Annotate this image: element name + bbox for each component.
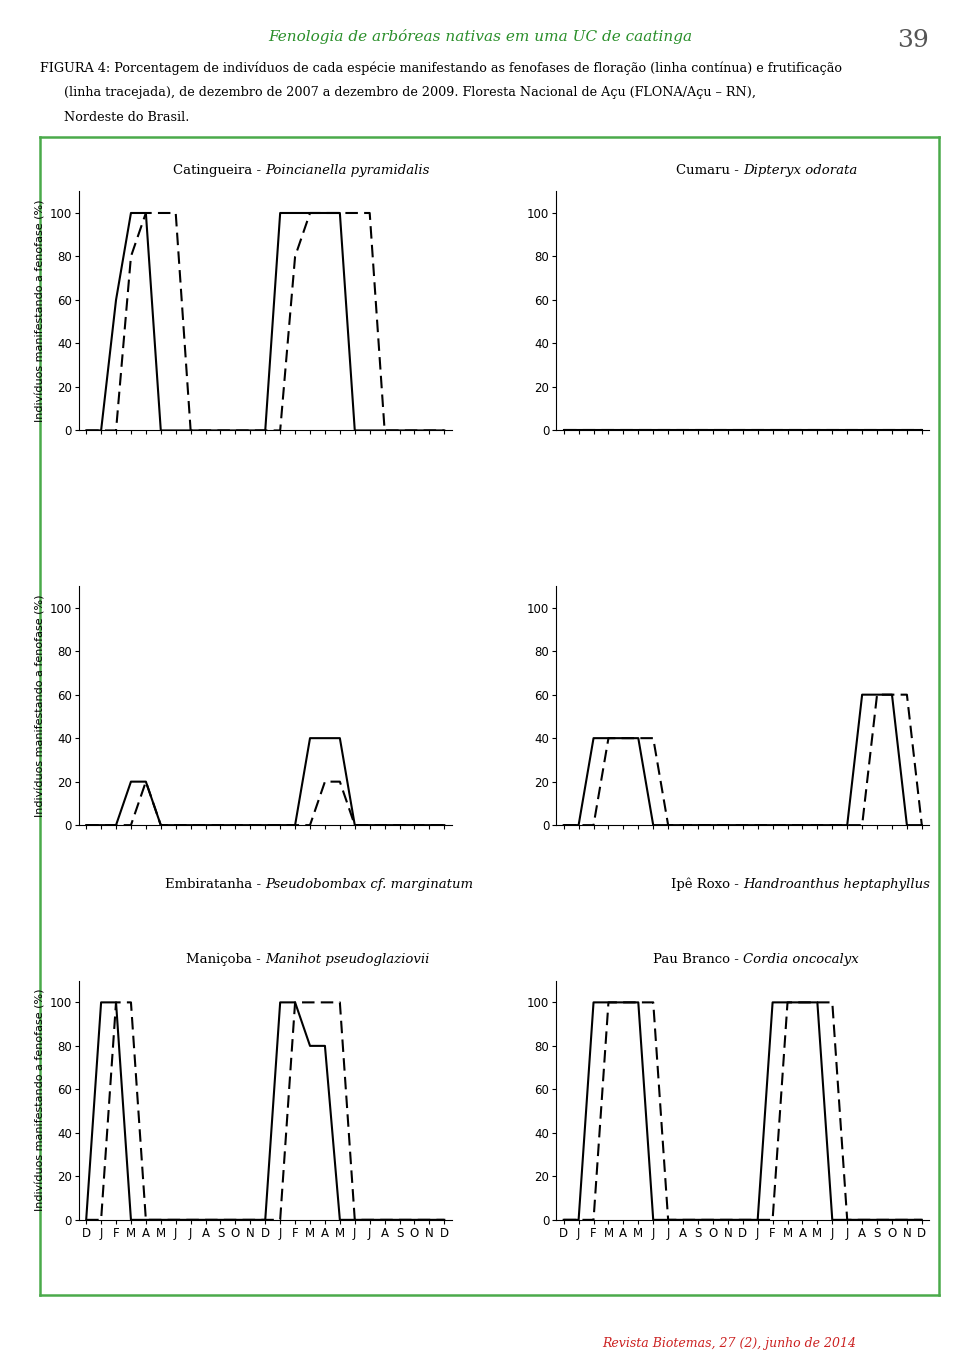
Text: Handroanthus heptaphyllus: Handroanthus heptaphyllus [743,878,929,891]
Text: Embiratanha -: Embiratanha - [165,878,265,891]
Y-axis label: Indivíduos manifestando a fenofase (%): Indivíduos manifestando a fenofase (%) [36,594,45,817]
Text: Pau Branco -: Pau Branco - [653,953,743,966]
Text: Nordeste do Brasil.: Nordeste do Brasil. [40,111,190,124]
Text: (linha tracejada), de dezembro de 2007 a dezembro de 2009. Floresta Nacional de : (linha tracejada), de dezembro de 2007 a… [40,86,756,100]
Y-axis label: Indivíduos manifestando a fenofase (%): Indivíduos manifestando a fenofase (%) [36,989,45,1212]
Text: Fenologia de arbóreas nativas em uma UC de caatinga: Fenologia de arbóreas nativas em uma UC … [268,29,692,44]
Text: Maniçoba -: Maniçoba - [186,953,265,966]
Text: FIGURA 4: Porcentagem de indivíduos de cada espécie manifestando as fenofases de: FIGURA 4: Porcentagem de indivíduos de c… [40,61,842,75]
Text: Dipteryx odorata: Dipteryx odorata [743,164,857,176]
Text: Pseudobombax cf. marginatum: Pseudobombax cf. marginatum [265,878,473,891]
Text: Catingueira -: Catingueira - [173,164,265,176]
Y-axis label: Indivíduos manifestando a fenofase (%): Indivíduos manifestando a fenofase (%) [36,199,45,422]
Text: Poincianella pyramidalis: Poincianella pyramidalis [265,164,430,176]
Text: Ipê Roxo -: Ipê Roxo - [671,878,743,891]
Text: 39: 39 [898,29,929,52]
Text: Cordia oncocalyx: Cordia oncocalyx [743,953,858,966]
Text: Revista Biotemas, 27 (2), junho de 2014: Revista Biotemas, 27 (2), junho de 2014 [603,1336,856,1350]
Text: Manihot pseudoglaziovii: Manihot pseudoglaziovii [265,953,430,966]
Text: Cumaru -: Cumaru - [676,164,743,176]
